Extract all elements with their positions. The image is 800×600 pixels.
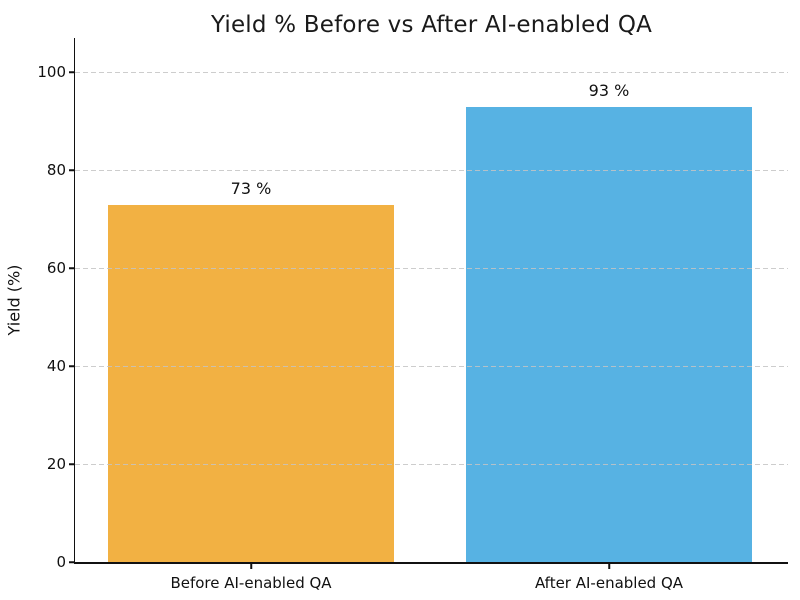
y-tick-label-80: 80 <box>46 161 66 180</box>
x-axis-spine <box>73 562 788 564</box>
x-tick-label-after: After AI-enabled QA <box>534 574 684 592</box>
x-tick-label-before: Before AI-enabled QA <box>170 574 332 592</box>
gridline-60 <box>75 268 788 270</box>
gridline-40 <box>75 366 788 368</box>
chart-title: Yield % Before vs After AI-enabled QA <box>210 12 653 38</box>
y-axis-label: Yield (%) <box>4 264 24 336</box>
bar-value-label-before: 73 % <box>230 178 272 198</box>
gridline-80 <box>75 170 788 172</box>
y-tick-mark-60 <box>68 267 74 269</box>
y-tick-label-0: 0 <box>56 553 66 571</box>
bar-before <box>108 204 394 562</box>
y-axis-spine <box>73 38 75 562</box>
y-tick-label-40: 40 <box>46 357 66 376</box>
y-tick-mark-20 <box>68 463 74 465</box>
y-tick-label-60: 60 <box>46 259 66 278</box>
y-tick-label-100: 100 <box>37 63 66 82</box>
gridline-100 <box>75 72 788 74</box>
x-tick-mark-0 <box>250 563 252 569</box>
y-tick-label-20: 20 <box>46 455 66 474</box>
gridline-20 <box>75 464 788 466</box>
bar-value-label-after: 93 % <box>588 80 630 100</box>
y-tick-mark-0 <box>68 561 74 563</box>
y-tick-mark-100 <box>68 71 74 74</box>
x-tick-mark-1 <box>608 563 610 569</box>
y-tick-mark-80 <box>68 169 74 171</box>
plot-area: 0 20 40 60 80 100 73 % Before AI-enabled QA 93 %… <box>37 38 788 592</box>
y-tick-mark-40 <box>68 365 74 367</box>
bar-after <box>466 106 752 562</box>
